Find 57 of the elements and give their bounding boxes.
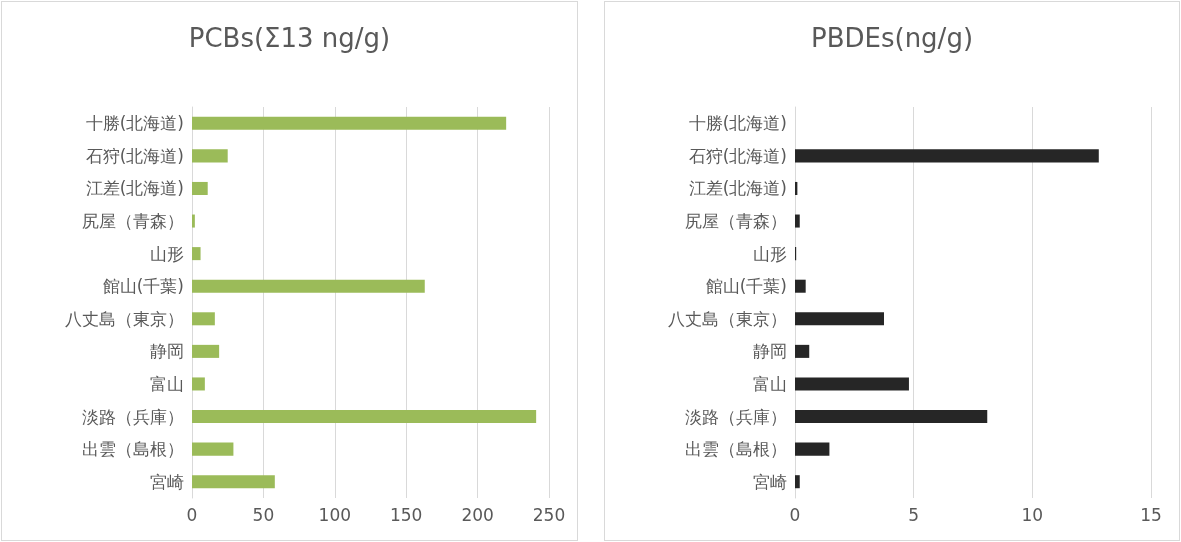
bar [795,214,800,228]
y-tick-label: 十勝(北海道) [85,113,184,134]
y-tick-label: 山形 [150,243,184,264]
bar [192,149,228,163]
bar [192,214,195,228]
x-tick-label: 50 [252,504,275,525]
bar [192,377,205,391]
bar [795,312,884,326]
x-tick-label: 0 [789,504,801,525]
bar [795,442,830,456]
bar [192,344,220,358]
bar [795,279,806,293]
x-tick-label: 10 [1021,504,1044,525]
bar [192,116,507,130]
y-tick-label: 江差(北海道) [85,178,184,199]
bar [795,475,800,489]
y-tick-label: 出雲（島根） [685,439,787,460]
x-tick-label: 5 [908,504,920,525]
y-tick-label: 山形 [753,243,787,264]
y-tick-label: 富山 [753,373,787,394]
bar [192,181,208,195]
y-tick-label: 宮崎 [753,471,787,492]
bar [795,377,909,391]
y-tick-label: 静岡 [753,341,787,362]
y-tick-label: 宮崎 [150,471,184,492]
y-tick-label: 尻屋（青森） [82,211,184,232]
y-tick-label: 八丈島（東京） [668,308,787,329]
bar [795,344,810,358]
bar [192,312,215,326]
y-tick-label: 館山(千葉) [102,276,184,297]
y-tick-label: 館山(千葉) [705,276,787,297]
y-tick-label: 八丈島（東京） [65,308,184,329]
bar [192,442,234,456]
chart-title: PBDEs(ng/g) [810,23,974,53]
y-tick-label: 出雲（島根） [82,439,184,460]
y-tick-label: 富山 [150,373,184,394]
y-tick-label: 尻屋（青森） [685,211,787,232]
x-tick-label: 0 [186,504,198,525]
bar [795,410,988,424]
x-tick-label: 150 [389,504,423,525]
y-tick-label: 石狩(北海道) [85,145,184,166]
y-tick-label: 石狩(北海道) [688,145,787,166]
bar [192,279,425,293]
y-tick-label: 江差(北海道) [688,178,787,199]
y-tick-label: 淡路（兵庫） [82,406,184,427]
x-tick-label: 15 [1140,504,1162,525]
bar [192,410,537,424]
x-tick-label: 100 [318,504,352,525]
y-tick-label: 淡路（兵庫） [685,406,787,427]
y-tick-label: 静岡 [150,341,184,362]
bar [795,149,1099,163]
x-tick-label: 250 [532,504,566,525]
chart-title: PCBs(Σ13 ng/g) [188,23,391,53]
bar [192,475,275,489]
y-tick-label: 十勝(北海道) [688,113,787,134]
x-tick-label: 200 [461,504,494,525]
bar [192,247,201,261]
